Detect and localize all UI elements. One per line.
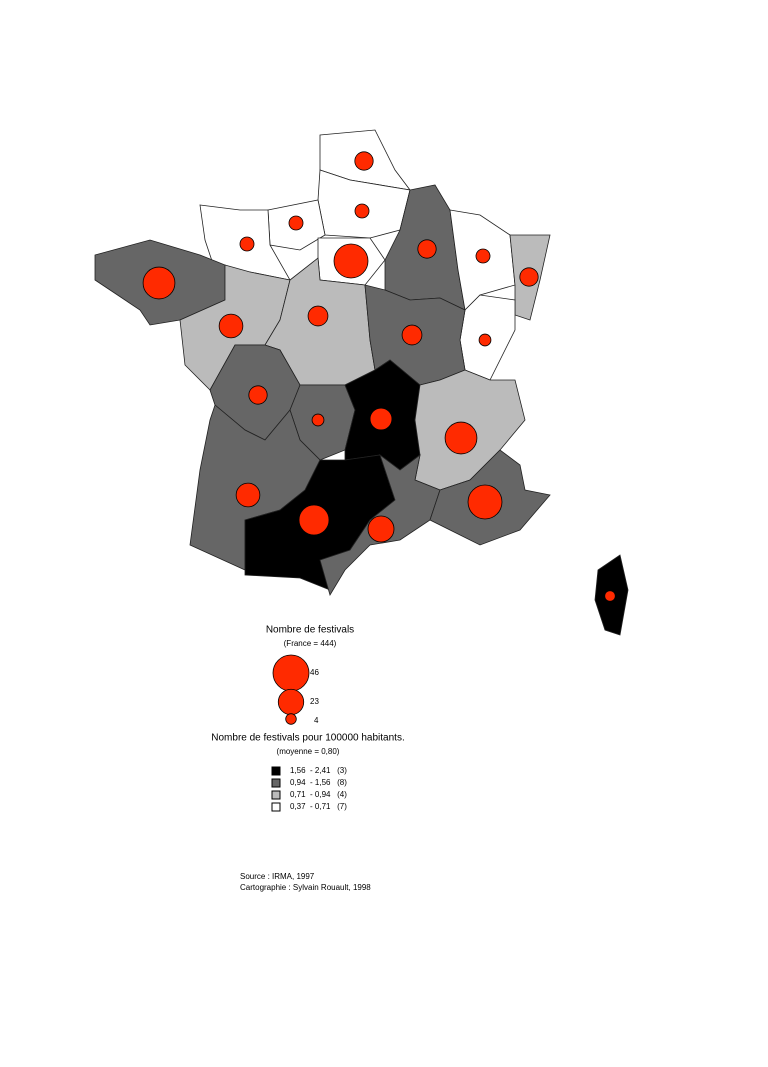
festival-bubble	[444, 421, 478, 455]
legend-bubble	[272, 654, 310, 692]
class-legend-title: Nombre de festivals pour 100000 habitant…	[211, 733, 404, 744]
festival-bubble	[467, 484, 503, 520]
festival-bubble	[369, 407, 393, 431]
swatch	[271, 790, 281, 800]
size-legend-subtitle: (France = 444)	[284, 639, 337, 648]
festival-bubble	[239, 236, 255, 252]
festival-bubble	[298, 504, 330, 536]
class-label: 1,56 - 2,41 (3)	[290, 766, 347, 775]
festival-bubble	[142, 266, 176, 300]
class-label: 0,71 - 0,94 (4)	[290, 790, 347, 799]
festival-bubble	[333, 243, 369, 279]
festival-bubble	[417, 239, 437, 259]
class-legend-subtitle: (moyenne = 0,80)	[277, 747, 340, 756]
festival-bubble	[288, 215, 304, 231]
class-legend: 1,56 - 2,41 (3) 0,94 - 1,56 (8) 0,71 - 0…	[271, 766, 347, 812]
legend-bubble	[277, 688, 305, 716]
legend-bubble	[285, 713, 297, 725]
class-label: 0,37 - 0,71 (7)	[290, 802, 347, 811]
festival-bubble	[311, 413, 325, 427]
festival-bubble	[367, 515, 395, 543]
festival-bubble	[218, 313, 244, 339]
festival-bubble	[478, 333, 492, 347]
swatch	[271, 766, 281, 776]
legend-value: 46	[310, 668, 319, 677]
festival-bubble	[354, 203, 370, 219]
class-label: 0,94 - 1,56 (8)	[290, 778, 347, 787]
festival-bubble	[401, 324, 423, 346]
festival-bubble	[248, 385, 268, 405]
festival-bubble	[475, 248, 491, 264]
festival-bubble	[604, 590, 616, 602]
bubbles	[142, 151, 616, 602]
festival-bubble	[235, 482, 261, 508]
source: Source : IRMA, 1997	[240, 872, 315, 881]
festival-bubble	[519, 267, 539, 287]
legend-value: 4	[314, 716, 319, 725]
credit: Cartographie : Sylvain Rouault, 1998	[240, 883, 371, 892]
size-legend: 46 23 4	[272, 654, 319, 725]
size-legend-title: Nombre de festivals	[266, 625, 354, 636]
swatch	[271, 778, 281, 788]
swatch	[271, 802, 281, 812]
festival-bubble	[354, 151, 374, 171]
festival-bubble	[307, 305, 329, 327]
legend-value: 23	[310, 697, 319, 706]
